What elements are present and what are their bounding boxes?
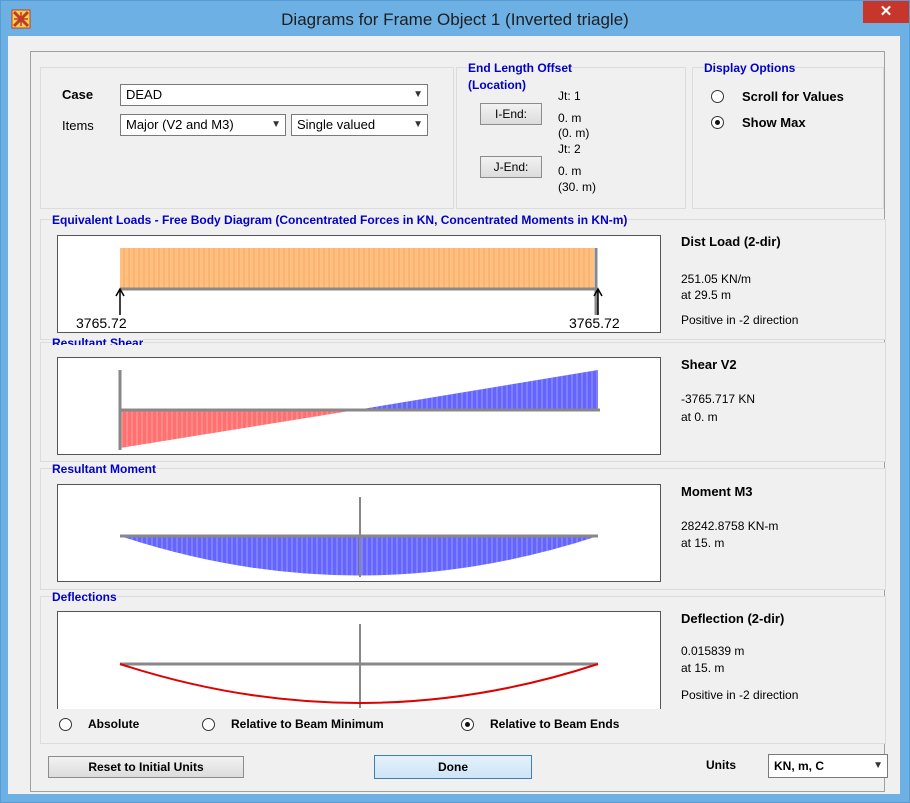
items-value: Major (V2 and M3) bbox=[126, 117, 234, 132]
deflection-location: at 15. m bbox=[681, 661, 725, 675]
load-header: Dist Load (2-dir) bbox=[681, 234, 781, 249]
positive-shear-area bbox=[356, 370, 598, 410]
items-label: Items bbox=[62, 118, 94, 133]
end-offset-title: End Length Offset bbox=[468, 61, 572, 75]
right-reaction-value: 3765.72 bbox=[569, 315, 620, 331]
negative-shear-area bbox=[120, 410, 356, 448]
moment-header: Moment M3 bbox=[681, 484, 753, 499]
i-end-length: 0. m bbox=[558, 111, 582, 125]
deflection-header: Deflection (2-dir) bbox=[681, 611, 785, 626]
scroll-values-radio[interactable] bbox=[711, 90, 724, 103]
chevron-down-icon: ▼ bbox=[413, 119, 423, 130]
case-value: DEAD bbox=[126, 87, 163, 102]
load-location: at 29.5 m bbox=[681, 288, 732, 302]
show-max-radio[interactable] bbox=[711, 116, 724, 129]
j-end-length: 0. m bbox=[558, 164, 582, 178]
load-diagram: 3765.72 3765.72 bbox=[57, 235, 661, 333]
chevron-down-icon: ▼ bbox=[413, 89, 423, 100]
items-select[interactable]: Major (V2 and M3) ▼ bbox=[120, 114, 286, 136]
load-value: 251.05 KN/m bbox=[681, 272, 752, 286]
shear-location: at 0. m bbox=[681, 410, 718, 424]
load-diagram-svg bbox=[115, 248, 603, 316]
deflection-direction-note: Positive in -2 direction bbox=[681, 688, 799, 702]
j-end-button[interactable]: J-End: bbox=[480, 156, 542, 178]
moment-diagram-svg bbox=[120, 497, 598, 577]
load-panel-title: Equivalent Loads - Free Body Diagram (Co… bbox=[52, 213, 628, 227]
units-value: KN, m, C bbox=[774, 759, 825, 773]
title-bar[interactable]: Diagrams for Frame Object 1 (Inverted tr… bbox=[1, 1, 909, 37]
relative-ends-label[interactable]: Relative to Beam Ends bbox=[490, 717, 620, 731]
close-button[interactable]: ✕ bbox=[863, 1, 909, 23]
left-reaction-arrow bbox=[115, 287, 125, 316]
window-title: Diagrams for Frame Object 1 (Inverted tr… bbox=[281, 10, 629, 29]
moment-location: at 15. m bbox=[681, 536, 725, 550]
moment-hatching bbox=[121, 536, 593, 576]
display-options-title: Display Options bbox=[704, 61, 796, 75]
deflection-value: 0.015839 m bbox=[681, 644, 745, 658]
shear-diagram-svg bbox=[118, 370, 600, 450]
deflection-diagram bbox=[57, 611, 661, 709]
relative-ends-radio[interactable] bbox=[461, 718, 474, 731]
moment-value: 28242.8758 KN-m bbox=[681, 519, 779, 533]
shear-panel-title: Resultant Shear bbox=[52, 336, 144, 345]
distributed-load-block bbox=[120, 248, 594, 289]
left-reaction-value: 3765.72 bbox=[76, 315, 127, 331]
value-mode-value: Single valued bbox=[297, 117, 376, 132]
show-max-label[interactable]: Show Max bbox=[742, 115, 806, 130]
end-offset-group bbox=[456, 67, 686, 209]
moment-diagram bbox=[57, 484, 661, 582]
j-end-location: (30. m) bbox=[558, 180, 597, 194]
deflection-curve bbox=[119, 663, 599, 704]
done-button[interactable]: Done bbox=[374, 755, 532, 779]
shear-header: Shear V2 bbox=[681, 357, 737, 372]
moment-panel-title: Resultant Moment bbox=[52, 462, 157, 476]
close-icon: ✕ bbox=[879, 3, 893, 20]
deflection-diagram-svg bbox=[119, 624, 599, 708]
deflection-panel-title: Deflections bbox=[52, 590, 117, 604]
i-end-location: (0. m) bbox=[558, 126, 590, 140]
i-end-joint: Jt: 1 bbox=[558, 89, 581, 103]
chevron-down-icon: ▼ bbox=[271, 119, 281, 130]
load-direction-note: Positive in -2 direction bbox=[681, 313, 799, 327]
j-end-joint: Jt: 2 bbox=[558, 142, 581, 156]
case-label: Case bbox=[62, 87, 94, 102]
end-offset-subtitle: (Location) bbox=[468, 78, 526, 92]
units-select[interactable]: KN, m, C ▼ bbox=[768, 754, 888, 778]
display-options-group bbox=[692, 67, 884, 209]
value-mode-select[interactable]: Single valued ▼ bbox=[291, 114, 428, 136]
i-end-button[interactable]: I-End: bbox=[480, 103, 542, 125]
case-select[interactable]: DEAD ▼ bbox=[120, 84, 428, 106]
shear-diagram bbox=[57, 357, 661, 455]
relative-min-radio[interactable] bbox=[202, 718, 215, 731]
scroll-values-label[interactable]: Scroll for Values bbox=[742, 89, 844, 104]
app-icon bbox=[11, 9, 31, 29]
absolute-label[interactable]: Absolute bbox=[88, 717, 140, 731]
chevron-down-icon: ▼ bbox=[873, 760, 883, 771]
shear-value: -3765.717 KN bbox=[681, 392, 756, 406]
absolute-radio[interactable] bbox=[59, 718, 72, 731]
shear-hatching bbox=[121, 370, 598, 448]
reset-units-button[interactable]: Reset to Initial Units bbox=[48, 756, 244, 778]
right-reaction-arrow bbox=[593, 287, 603, 316]
units-label: Units bbox=[706, 758, 736, 772]
relative-min-label[interactable]: Relative to Beam Minimum bbox=[231, 717, 384, 731]
load-hatching bbox=[123, 248, 590, 289]
